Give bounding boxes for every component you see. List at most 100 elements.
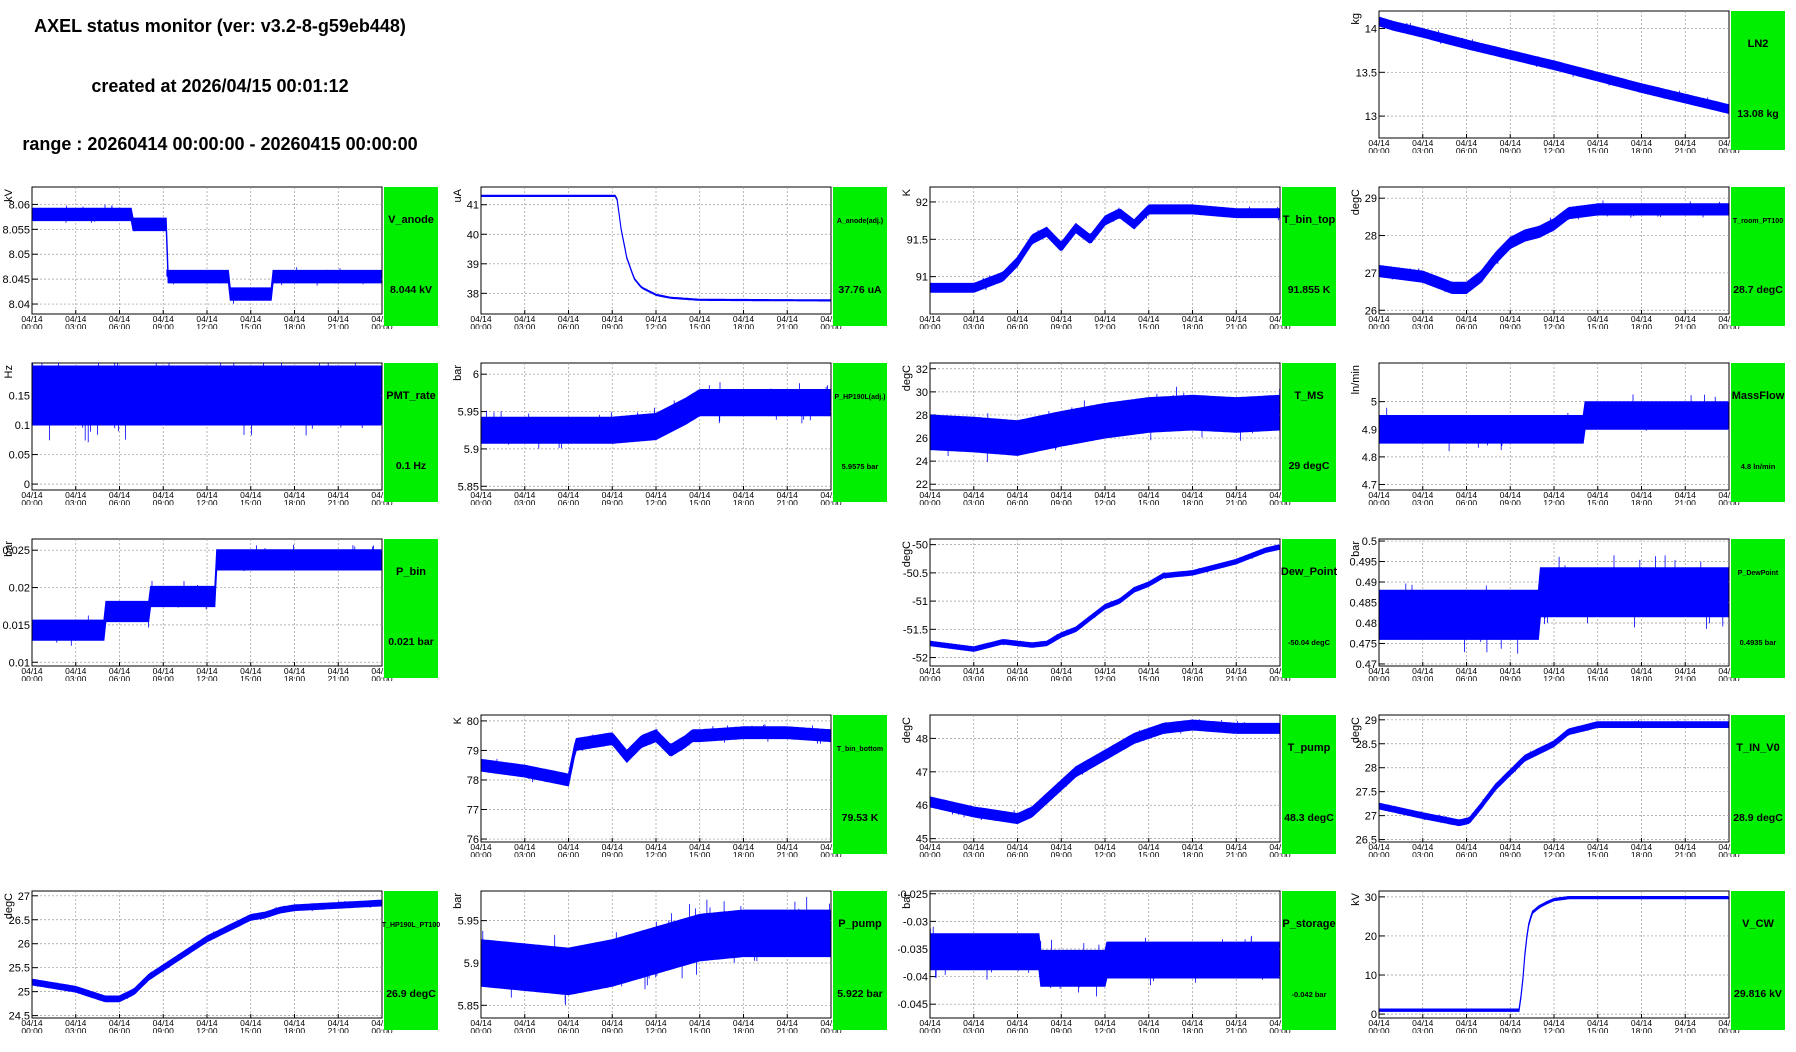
x-tick-label-date: 04/14: [1500, 666, 1522, 676]
x-tick-label-time: 09:00: [1051, 850, 1073, 857]
series-noise: [930, 926, 1277, 997]
y-axis-unit-label: degC: [3, 893, 15, 919]
current-value-label: 29.816 kV: [1734, 988, 1782, 1000]
current-value-label: 13.08 kg: [1737, 108, 1778, 120]
x-tick-label-time: 09:00: [1500, 146, 1522, 153]
y-tick-label: 8.06: [9, 199, 30, 211]
x-tick-label-time: 21:00: [1675, 322, 1697, 329]
x-tick-label-date: 04/14: [284, 314, 306, 324]
y-tick-label: 29: [1365, 715, 1377, 727]
series-group: [32, 899, 382, 1003]
x-tick-label-time: 12:00: [1543, 1026, 1565, 1033]
series-name-label: P_pump: [838, 918, 882, 930]
series-name-label: T_bin_bottom: [837, 746, 883, 753]
x-tick-label-time: 12:00: [1094, 1026, 1116, 1033]
x-tick-label-time: 21:00: [1675, 498, 1697, 505]
x-tick-label-date: 04/14: [1051, 314, 1073, 324]
x-tick-label-time: 18:00: [1182, 674, 1204, 681]
x-tick-label-time: 15:00: [1138, 850, 1160, 857]
x-tick-label-time: 06:00: [109, 1026, 131, 1033]
value-box: [1282, 715, 1336, 854]
x-tick-label-date: 04/14: [689, 1018, 711, 1028]
time-range: range : 20260414 00:00:00 - 20260415 00:…: [22, 134, 418, 154]
x-tick-label-date: 04/14: [240, 314, 262, 324]
x-tick-label-time: 18:00: [1182, 498, 1204, 505]
x-tick-label-time: 15:00: [1587, 1026, 1609, 1033]
current-value-label: 28.7 degC: [1733, 284, 1783, 296]
x-tick-label-date: 04/14: [328, 314, 350, 324]
y-tick-label: 0.48: [1356, 618, 1377, 630]
x-tick-label-date: 04/14: [196, 1018, 218, 1028]
x-tick-label-time: 03:00: [514, 850, 536, 857]
x-tick-label-time: 00:00: [1269, 498, 1291, 505]
x-tick-label-time: 03:00: [1412, 146, 1434, 153]
chart-svg-t_bin_top: 04/1400:0004/1403:0004/1406:0004/1409:00…: [901, 186, 1336, 332]
x-tick-label-date: 04/14: [1182, 314, 1204, 324]
x-tick-label-time: 03:00: [65, 1026, 87, 1033]
x-tick-label-time: 09:00: [1500, 498, 1522, 505]
y-tick-label: 5: [1371, 397, 1377, 409]
x-tick-label-time: 21:00: [328, 674, 350, 681]
series-noise: [486, 724, 827, 783]
x-tick-label-date: 04/14: [1587, 666, 1609, 676]
y-axis-unit-label: kV: [3, 188, 15, 202]
y-tick-label: 32: [916, 364, 928, 376]
x-tick-label-time: 21:00: [1226, 498, 1248, 505]
current-value-label: 4.8 ln/min: [1741, 462, 1776, 471]
y-axis-unit-label: K: [452, 716, 464, 724]
x-tick-label-date: 04/14: [1675, 314, 1697, 324]
y-tick-label: 28.5: [1356, 739, 1377, 751]
series-group: [32, 544, 382, 646]
x-tick-label-date: 04/14: [1500, 138, 1522, 148]
x-tick-label-time: 00:00: [21, 1026, 43, 1033]
x-tick-label-time: 18:00: [733, 322, 755, 329]
value-box: [384, 891, 438, 1030]
y-tick-label: 0.015: [2, 620, 30, 632]
value-box: [1731, 187, 1785, 326]
y-axis-unit-label: bar: [1350, 541, 1362, 557]
x-tick-label-time: 06:00: [558, 1026, 580, 1033]
series-name-label: P_DewPoint: [1738, 570, 1779, 577]
x-tick-label-date: 04/14: [919, 1018, 941, 1028]
chart-svg-t_room_pt100: 04/1400:0004/1403:0004/1406:0004/1409:00…: [1350, 186, 1785, 332]
x-tick-label-date: 04/14: [328, 1018, 350, 1028]
x-tick-label-date: 04/14: [1456, 666, 1478, 676]
y-axis-unit-label: K: [901, 188, 913, 196]
x-tick-label-time: 21:00: [328, 322, 350, 329]
chart-svg-a_anode: 04/1400:0004/1403:0004/1406:0004/1409:00…: [452, 186, 887, 332]
x-tick-label-time: 00:00: [371, 1026, 393, 1033]
x-tick-label-date: 04/14: [1226, 490, 1248, 500]
series-group: [481, 724, 831, 787]
x-tick-label-time: 06:00: [1007, 674, 1029, 681]
series-name-label: T_MS: [1294, 390, 1323, 402]
y-axis-unit-label: degC: [1350, 189, 1362, 215]
y-tick-label: 0: [1371, 1009, 1377, 1021]
x-tick-label-date: 04/14: [109, 1018, 131, 1028]
x-tick-label-date: 04/14: [558, 842, 580, 852]
series-group: [32, 204, 382, 304]
y-axis-unit-label: degC: [1350, 717, 1362, 743]
y-tick-label: 30: [916, 387, 928, 399]
x-tick-label-date: 04/14: [1500, 1018, 1522, 1028]
chart-svg-t_pump: 04/1400:0004/1403:0004/1406:0004/1409:00…: [901, 714, 1336, 860]
y-axis-unit-label: bar: [3, 541, 15, 557]
x-tick-label-time: 12:00: [1543, 322, 1565, 329]
chart-svg-t_in_v0: 04/1400:0004/1403:0004/1406:0004/1409:00…: [1350, 714, 1785, 860]
x-tick-label-date: 04/14: [733, 314, 755, 324]
x-tick-label-date: 04/14: [1368, 1018, 1390, 1028]
x-tick-label-time: 12:00: [1094, 674, 1116, 681]
series-noise: [942, 719, 1272, 821]
x-tick-label-date: 04/15: [371, 314, 393, 324]
x-tick-label-time: 09:00: [153, 674, 175, 681]
chart-svg-v_anode: 04/1400:0004/1403:0004/1406:0004/1409:00…: [2, 186, 438, 332]
y-tick-label: 4.8: [1362, 452, 1377, 464]
x-tick-label-date: 04/14: [21, 1018, 43, 1028]
y-tick-label: 0.02: [9, 583, 30, 595]
current-value-label: 37.76 uA: [838, 284, 882, 296]
x-tick-label-date: 04/14: [1500, 314, 1522, 324]
x-tick-label-date: 04/14: [645, 314, 667, 324]
x-tick-label-time: 12:00: [1543, 850, 1565, 857]
series-group: [1379, 200, 1729, 294]
x-tick-label-date: 04/14: [602, 1018, 624, 1028]
chart-panel-a_anode: 04/14 00:00 04/14 03:00 04/14 06:00 04/14 09:00…: [449, 184, 889, 332]
